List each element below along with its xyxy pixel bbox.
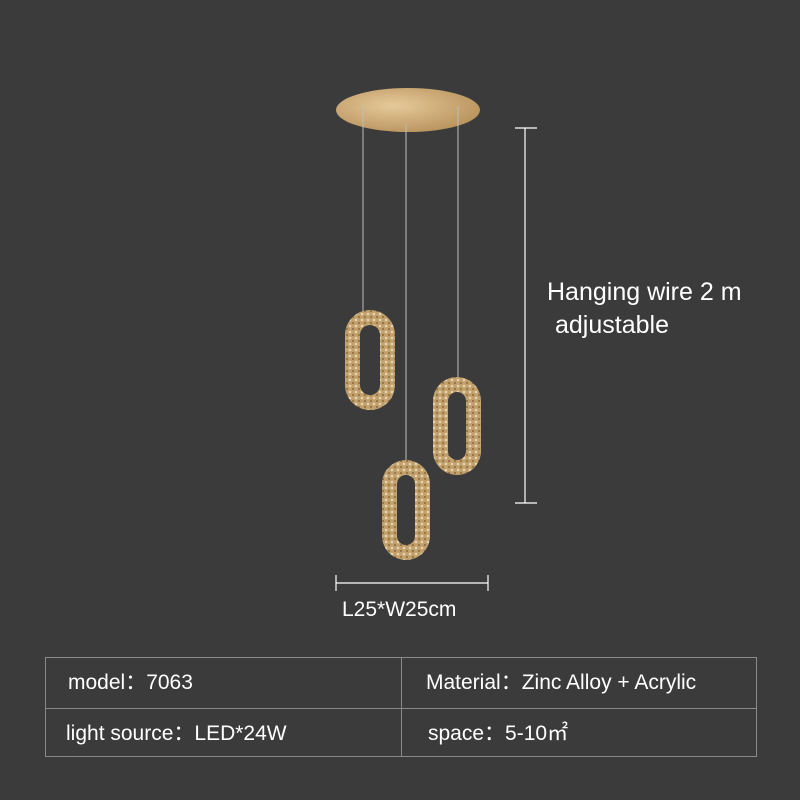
wires bbox=[362, 105, 459, 462]
spec-model: model：7063 bbox=[68, 671, 193, 694]
spec-space: space：5-10㎡ bbox=[428, 722, 569, 745]
width-dimension-line bbox=[335, 575, 489, 591]
pendant-ring-3 bbox=[382, 460, 430, 560]
hanging-wire-label: Hanging wire 2 m adjustable bbox=[547, 278, 742, 339]
dimensions-label: L25*W25cm bbox=[342, 598, 457, 621]
canopy bbox=[336, 88, 480, 132]
spec-row: light source：LED*24W space：5-10㎡ bbox=[46, 708, 756, 759]
column-divider bbox=[401, 658, 402, 756]
pendant-ring-2 bbox=[433, 377, 481, 475]
spec-light-source: light source：LED*24W bbox=[66, 722, 287, 745]
pendant-ring-1 bbox=[345, 310, 395, 410]
spec-material: Material：Zinc Alloy + Acrylic bbox=[426, 671, 697, 694]
spec-row: model：7063 Material：Zinc Alloy + Acrylic bbox=[46, 658, 756, 708]
height-dimension-line bbox=[515, 127, 537, 504]
spec-table: model：7063 Material：Zinc Alloy + Acrylic… bbox=[45, 657, 757, 757]
